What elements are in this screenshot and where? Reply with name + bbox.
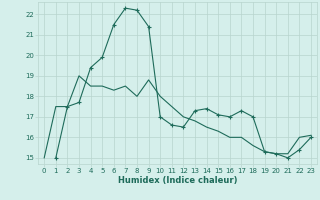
X-axis label: Humidex (Indice chaleur): Humidex (Indice chaleur) bbox=[118, 176, 237, 185]
